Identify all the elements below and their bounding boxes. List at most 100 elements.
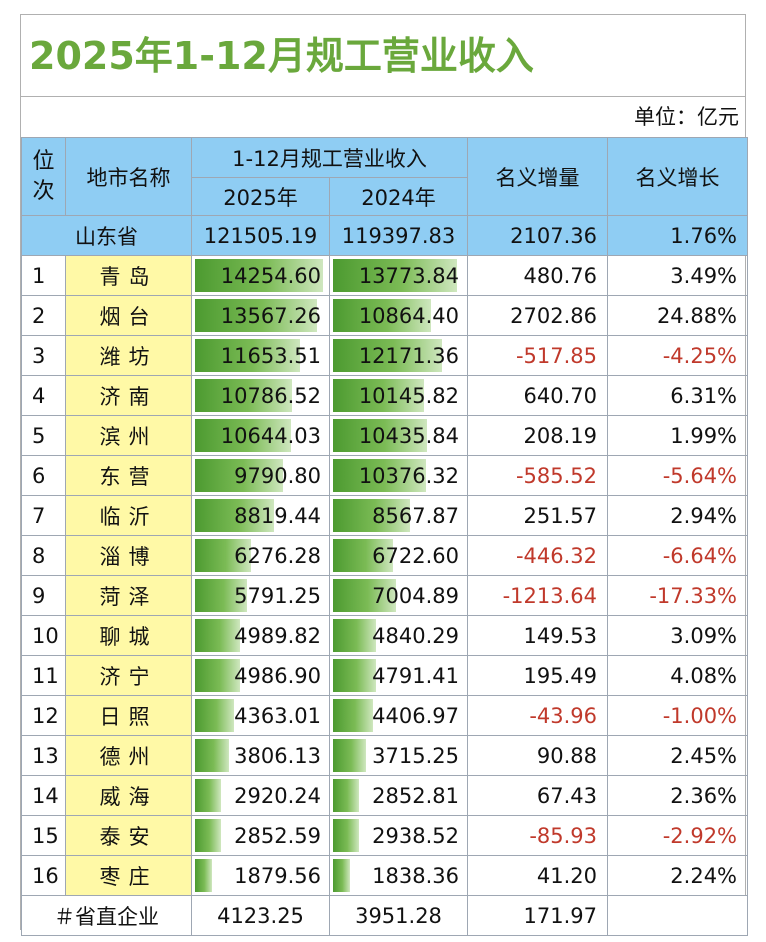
row-increase: -517.85 [467,335,609,376]
row-v2024-bar [333,659,377,692]
row-rank: 1 [21,255,66,296]
row-v2025-value: 1879.56 [234,863,321,888]
row-v2025-value: 10644.03 [220,423,321,448]
row-v2025-value: 6276.28 [234,543,321,568]
row-increase: -85.93 [467,815,609,856]
row-v2025-bar [195,659,240,692]
row-v2025-value: 4363.01 [234,703,321,728]
header-growth: 名义增长 [607,137,749,216]
row-v2025-cell: 6276.28 [191,535,330,576]
row-city: 青岛 [65,255,192,296]
footer-row: ＃省直企业 4123.25 3951.28 171.97 [21,895,749,936]
row-v2025-cell: 4986.90 [191,655,330,696]
row-v2025-bar [195,779,222,812]
row-v2025-value: 14254.60 [220,263,321,288]
table-row: 6 东营 9790.80 10376.32 -585.52 -5.64% [21,455,749,496]
row-rank: 16 [21,855,66,896]
row-v2024-bar [333,739,367,772]
row-city: 泰安 [65,815,192,856]
row-rank: 8 [21,535,66,576]
row-v2025-cell: 2852.59 [191,815,330,856]
row-growth: -5.64% [607,455,749,496]
row-v2025-value: 2920.24 [234,783,321,808]
row-v2025-cell: 5791.25 [191,575,330,616]
row-city: 济南 [65,375,192,416]
footer-growth [607,895,749,936]
row-v2025-cell: 10786.52 [191,375,330,416]
row-v2024-bar [333,539,394,572]
row-v2025-cell: 13567.26 [191,295,330,336]
row-increase: 67.43 [467,775,609,816]
row-rank: 4 [21,375,66,416]
row-v2025-bar [195,619,240,652]
row-v2024-cell: 10435.84 [328,415,469,456]
row-city: 东营 [65,455,192,496]
page-title: 2025年1-12月规工营业收入 [21,15,745,97]
row-v2025-bar [195,259,323,292]
row-v2024-value: 10145.82 [358,383,460,408]
row-v2024-value: 8567.87 [372,503,460,528]
row-growth: -2.92% [607,815,749,856]
row-v2024-cell: 1838.36 [328,855,469,896]
footer-2024: 3951.28 [328,895,469,936]
row-city: 烟台 [65,295,192,336]
row-city: 德州 [65,735,192,776]
row-increase: 208.19 [467,415,609,456]
row-city: 临沂 [65,495,192,536]
row-v2024-bar [333,579,396,612]
row-v2024-bar [333,459,427,492]
row-growth: 4.08% [607,655,749,696]
row-growth: 6.31% [607,375,749,416]
row-v2024-value: 10864.40 [358,303,460,328]
row-city: 潍坊 [65,335,192,376]
province-row: 山东省 121505.19 119397.83 2107.36 1.76% [21,215,749,256]
row-growth: -6.64% [607,535,749,576]
city-rows: 1 青岛 14254.60 13773.84 480.76 3.49% 2 烟台 13567.2… [21,255,749,896]
row-growth: -4.25% [607,335,749,376]
row-v2025-bar [195,859,212,892]
row-v2025-cell: 3806.13 [191,735,330,776]
row-v2025-bar [195,499,275,532]
province-2024: 119397.83 [328,215,469,256]
row-v2025-value: 8819.44 [234,503,321,528]
row-growth: 2.94% [607,495,749,536]
row-v2024-cell: 8567.87 [328,495,469,536]
header-city: 地市名称 [65,137,192,216]
row-increase: 149.53 [467,615,609,656]
row-v2025-cell: 11653.51 [191,335,330,376]
row-v2024-bar [333,299,431,332]
row-v2025-bar [195,299,317,332]
table-row: 16 枣庄 1879.56 1838.36 41.20 2.24% [21,855,749,896]
province-name: 山东省 [21,215,192,256]
row-growth: -1.00% [607,695,749,736]
row-v2025-value: 3806.13 [234,743,321,768]
row-v2024-value: 2938.52 [372,823,460,848]
row-city: 淄博 [65,535,192,576]
row-increase: 41.20 [467,855,609,896]
row-v2025-bar [195,379,292,412]
unit-label: 单位：亿元 [634,105,739,129]
row-v2025-cell: 8819.44 [191,495,330,536]
row-city: 日照 [65,695,192,736]
row-rank: 3 [21,335,66,376]
row-v2025-value: 4986.90 [234,663,321,688]
row-city: 枣庄 [65,855,192,896]
row-increase: 251.57 [467,495,609,536]
table-row: 2 烟台 13567.26 10864.40 2702.86 24.88% [21,295,749,336]
row-v2025-value: 4989.82 [234,623,321,648]
revenue-table: 位次 地市名称 1-12月规工营业收入 名义增量 名义增长 2025年 2024… [21,137,749,936]
row-v2024-bar [333,259,457,292]
province-increase: 2107.36 [467,215,609,256]
table-row: 7 临沂 8819.44 8567.87 251.57 2.94% [21,495,749,536]
row-v2024-value: 13773.84 [358,263,460,288]
row-v2025-bar [195,739,230,772]
row-v2024-bar [333,859,350,892]
row-increase: 2702.86 [467,295,609,336]
row-rank: 15 [21,815,66,856]
row-v2024-value: 10376.32 [358,463,460,488]
row-city: 菏泽 [65,575,192,616]
table-row: 3 潍坊 11653.51 12171.36 -517.85 -4.25% [21,335,749,376]
row-growth: 1.99% [607,415,749,456]
row-v2024-cell: 4840.29 [328,615,469,656]
row-v2024-cell: 4791.41 [328,655,469,696]
